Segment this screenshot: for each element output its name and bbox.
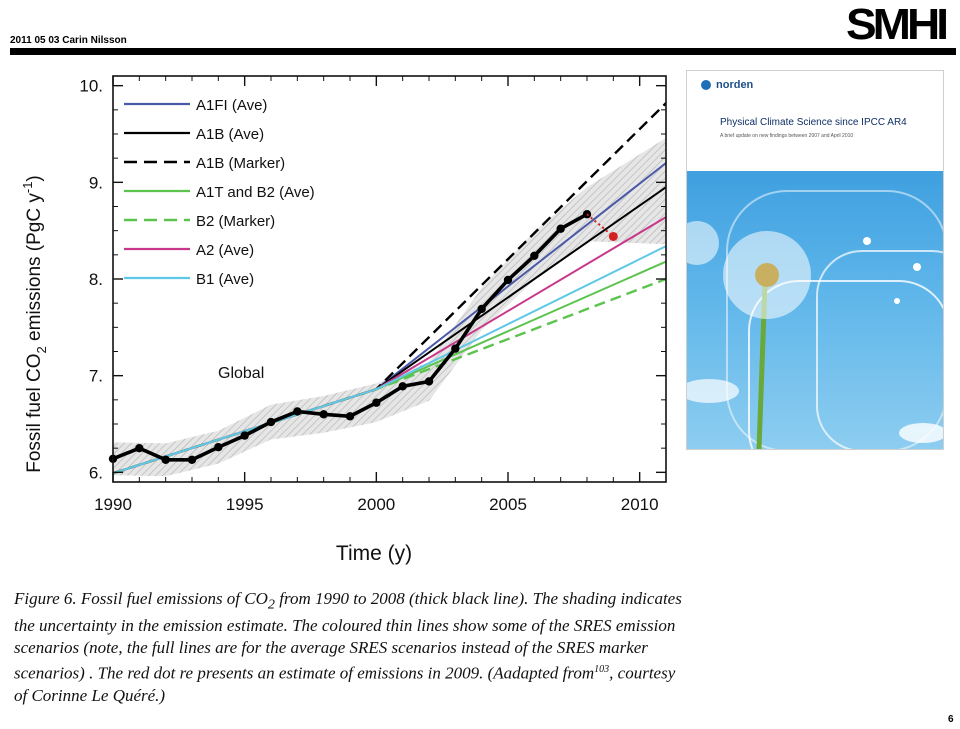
legend-label-2: A1B (Ave) xyxy=(196,126,264,143)
header-divider xyxy=(10,48,956,55)
observed-point xyxy=(503,275,513,285)
observed-point xyxy=(477,304,486,314)
emissions-chart-svg: 1990 1995 2000 2005 2010 6. 7. 8. 9. 10. A1FI (Av… xyxy=(10,62,680,570)
x-tick-label: 2010 xyxy=(621,495,659,514)
dandelion-illustration xyxy=(687,190,943,449)
observed-point xyxy=(135,443,144,453)
x-tick-label: 1995 xyxy=(226,495,264,514)
observed-point xyxy=(214,443,223,452)
observed-point xyxy=(398,382,407,391)
observed-point xyxy=(556,224,565,233)
estimate-2009-point xyxy=(608,231,618,241)
report-subtitle: A brief update on new findings between 2… xyxy=(720,133,854,139)
y-tick-label: 7. xyxy=(89,367,103,386)
report-cover-image: norden Physical Climate Science since IP… xyxy=(686,70,944,450)
y-tick-label: 10. xyxy=(79,77,103,96)
page-number: 6 xyxy=(948,714,954,725)
observed-point xyxy=(424,377,434,386)
x-axis-label: Time (y) xyxy=(336,542,412,565)
series-line-7 xyxy=(112,245,667,475)
report-title: Physical Climate Science since IPCC AR4 xyxy=(720,117,907,128)
y-tick-label: 6. xyxy=(89,463,103,482)
observed-point xyxy=(187,455,197,464)
observed-point xyxy=(345,412,355,421)
y-axis-label: Fossil fuel CO2 emissions (PgC y-1) xyxy=(20,175,49,473)
smhi-logo: SMHI xyxy=(846,0,949,49)
y-tick-label: 8. xyxy=(89,270,103,289)
observed-point xyxy=(293,407,302,416)
observed-point xyxy=(372,398,381,407)
y-tick-label: 9. xyxy=(89,173,103,192)
observed-point xyxy=(266,417,276,427)
observed-point xyxy=(451,344,460,353)
legend-label-4: A1T and B2 (Ave) xyxy=(196,184,315,201)
norden-swan-icon xyxy=(701,80,711,91)
x-tick-label: 1990 xyxy=(94,495,132,514)
norden-logo: norden xyxy=(701,79,753,91)
estimate-connector xyxy=(586,213,614,238)
legend-label-6: A2 (Ave) xyxy=(196,242,254,259)
figure-caption: Figure 6. Fossil fuel emissions of CO2 f… xyxy=(14,589,682,706)
legend-label-3: A1B (Marker) xyxy=(196,155,285,172)
x-tick-label: 2005 xyxy=(489,495,527,514)
annotation-global: Global xyxy=(218,365,264,382)
observed-point xyxy=(240,431,249,440)
legend-label-5: B2 (Marker) xyxy=(196,213,275,230)
legend-label-1: A1FI (Ave) xyxy=(196,97,267,114)
dandelion-photo xyxy=(687,171,943,449)
header-date-author: 2011 05 03 Carin Nilsson xyxy=(10,35,127,46)
x-tick-label: 2000 xyxy=(357,495,395,514)
uncertainty-band xyxy=(113,137,666,477)
observed-point xyxy=(319,410,328,419)
emissions-chart: 1990 1995 2000 2005 2010 6. 7. 8. 9. 10. A1FI (Av… xyxy=(10,62,680,570)
legend-label-7: B1 (Ave) xyxy=(196,271,254,288)
observed-point xyxy=(161,455,170,464)
observed-point xyxy=(530,251,539,260)
